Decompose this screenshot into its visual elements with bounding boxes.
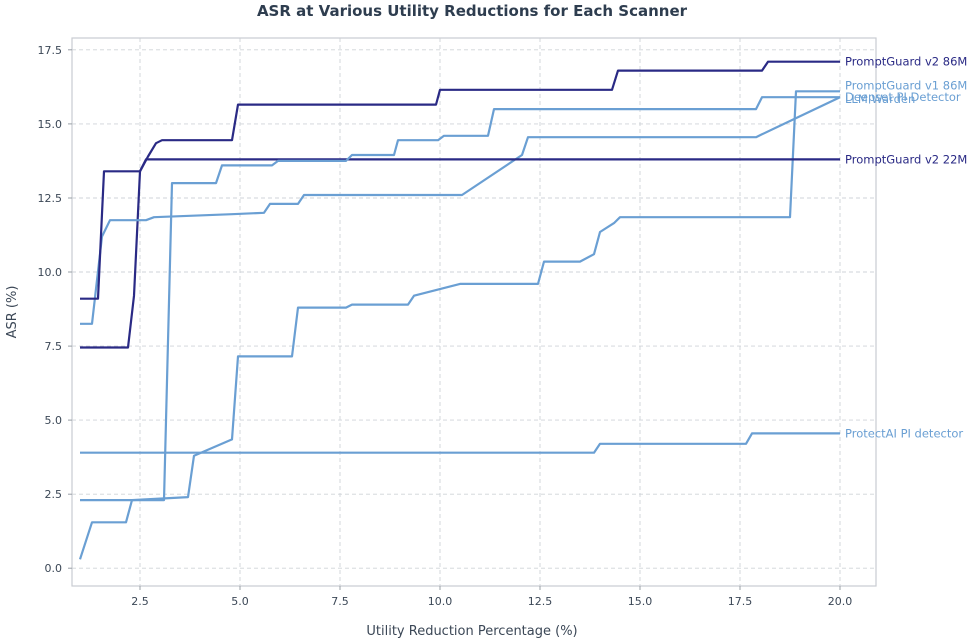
series-label-promptguard-v2-22m: PromptGuard v2 22M bbox=[845, 152, 967, 166]
series-line-promptguard-v2-22m bbox=[80, 158, 840, 300]
y-tick-label: 15.0 bbox=[38, 118, 63, 131]
y-tick-label: 2.5 bbox=[45, 488, 63, 501]
series-label-llm-warden: LLM Warden bbox=[845, 92, 915, 106]
axis-ticks: 2.5 5.0 7.5 10.0 12.5 15.0 17.5 20.0 0.0 2.5 5.0 7.… bbox=[38, 44, 853, 608]
x-tick-label: 12.5 bbox=[528, 595, 553, 608]
series-line-promptguard-v2-86m bbox=[80, 60, 840, 349]
y-tick-label: 10.0 bbox=[38, 266, 63, 279]
series-line-llm-warden bbox=[80, 96, 841, 325]
y-axis-label: ASR (%) bbox=[5, 286, 20, 339]
y-tick-label: 17.5 bbox=[38, 44, 63, 57]
series-label-protectai-pi-detector: ProtectAI PI detector bbox=[845, 426, 963, 440]
series-line-promptguard-v1-86m bbox=[78, 90, 840, 560]
x-tick-label: 7.5 bbox=[331, 595, 349, 608]
plot-frame bbox=[71, 37, 877, 587]
x-tick-label: 2.5 bbox=[131, 595, 149, 608]
x-tick-label: 5.0 bbox=[231, 595, 249, 608]
series-label-deepset-pi-detector: Deepset PI Detector bbox=[845, 90, 961, 104]
x-tick-label: 17.5 bbox=[728, 595, 753, 608]
y-tick-label: 5.0 bbox=[45, 414, 63, 427]
y-tick-label: 7.5 bbox=[45, 340, 63, 353]
chart-title: ASR at Various Utility Reductions for Ea… bbox=[257, 2, 688, 20]
grid bbox=[72, 38, 876, 586]
y-tick-label: 0.0 bbox=[45, 562, 63, 575]
series-label-promptguard-v1-86m: PromptGuard v1 86M bbox=[845, 78, 967, 92]
x-tick-label: 15.0 bbox=[628, 595, 653, 608]
series-label-promptguard-v2-86m: PromptGuard v2 86M bbox=[845, 55, 967, 69]
series-line-deepset-pi-detector bbox=[80, 96, 840, 502]
series-line-protectai-pi-detector bbox=[80, 432, 840, 454]
x-tick-label: 20.0 bbox=[828, 595, 853, 608]
y-tick-label: 12.5 bbox=[38, 192, 63, 205]
series-lines bbox=[78, 60, 841, 560]
x-tick-label: 10.0 bbox=[428, 595, 453, 608]
x-axis-label: Utility Reduction Percentage (%) bbox=[366, 624, 577, 639]
series-labels: PromptGuard v2 86M PromptGuard v1 86MLLM … bbox=[845, 55, 967, 441]
